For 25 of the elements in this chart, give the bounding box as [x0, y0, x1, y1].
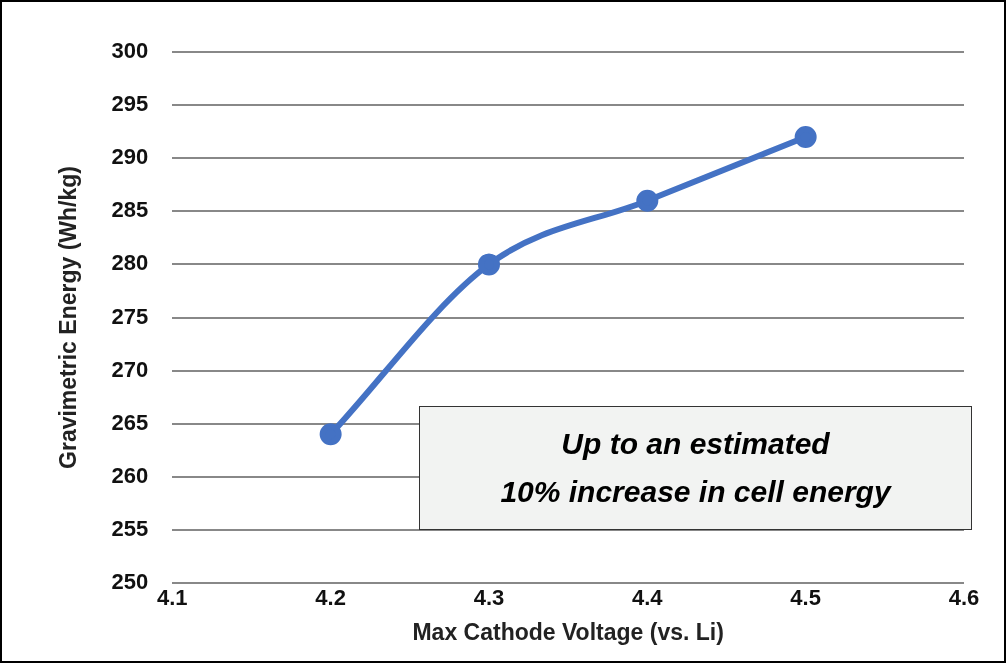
x-tick-label: 4.3: [473, 585, 505, 611]
y-tick-label: 285: [111, 197, 149, 223]
y-tick-label: 290: [111, 144, 149, 170]
x-tick-label: 4.2: [315, 585, 346, 611]
point: [477, 253, 500, 276]
y-tick-label: 265: [111, 409, 149, 435]
y-tick-label: 275: [111, 303, 149, 329]
y-tick-label: 295: [111, 91, 149, 117]
y-tick-label: 280: [111, 250, 149, 276]
y-tick-label: 270: [111, 356, 149, 382]
point: [794, 125, 817, 148]
point: [636, 189, 659, 212]
note-box: Up to an estimated 10% increase in cell energy: [419, 406, 972, 530]
y-axis-title: Gravimetric Energy (Wh/kg): [55, 166, 82, 469]
point: [319, 423, 342, 446]
y-tick-label: 250: [111, 569, 149, 595]
x-tick-label: 4.4: [632, 585, 664, 611]
y-tick-label: 300: [111, 38, 149, 64]
annotation: Up to an estimated 10% increase in cell energy: [500, 426, 891, 510]
x-tick-label: 4.1: [157, 585, 188, 611]
y-tick-label: 255: [111, 515, 149, 541]
x-axis-title: Max Cathode Voltage (vs. Li): [412, 618, 724, 645]
x-tick-label: 4.6: [948, 585, 980, 611]
y-tick-label: 260: [111, 462, 149, 488]
x-tick-label: 4.5: [790, 585, 821, 611]
